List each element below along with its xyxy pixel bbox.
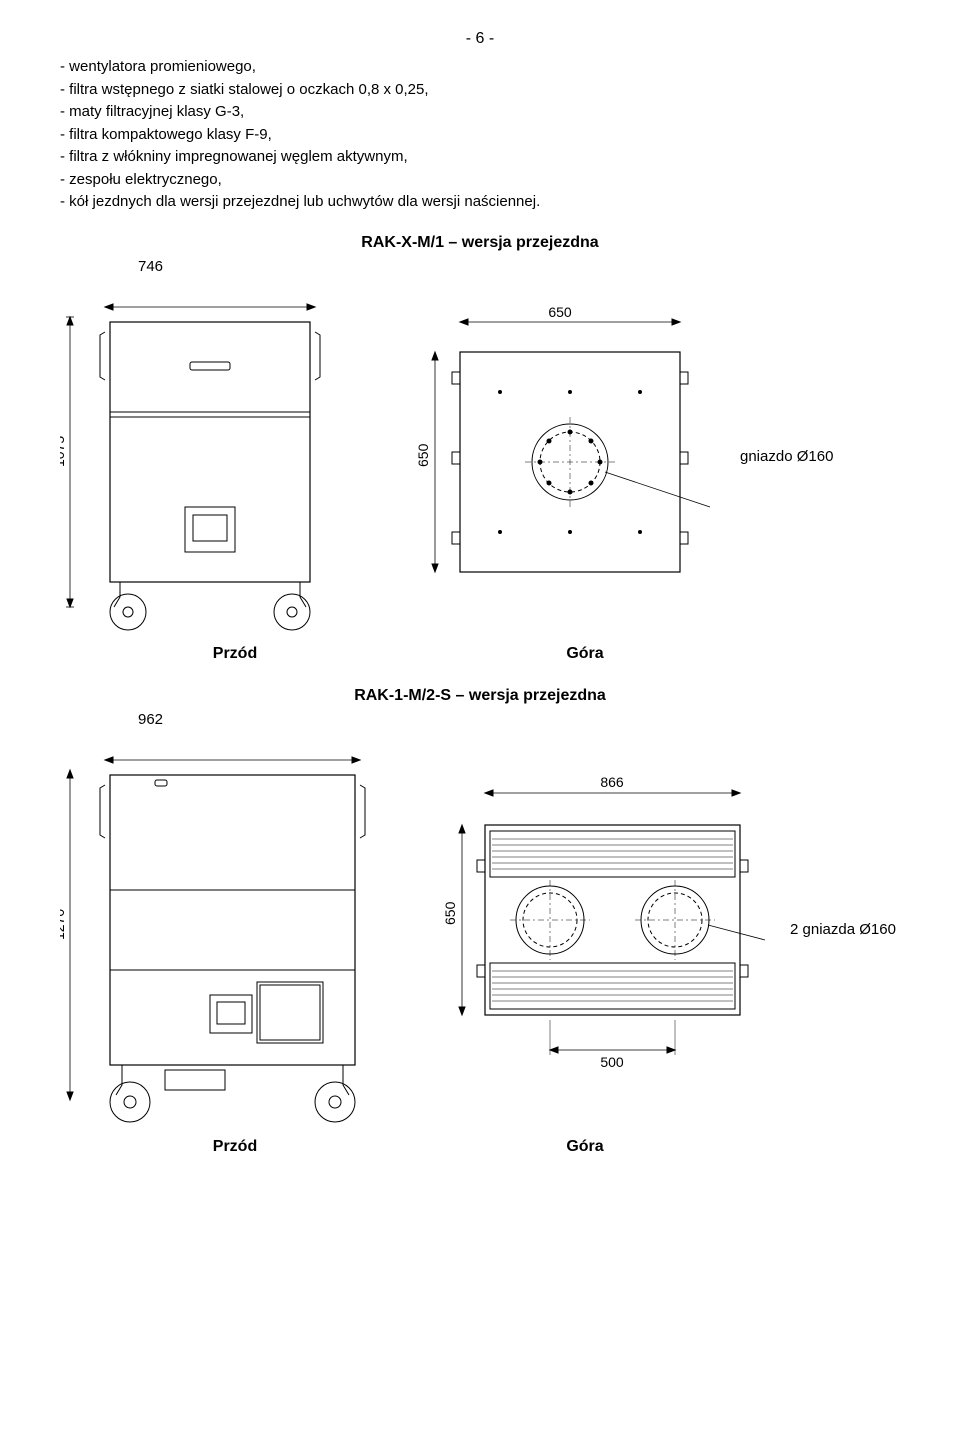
list-item: kół jezdnych dla wersji przejezdnej lub … <box>60 191 900 214</box>
label-front: Przód <box>60 1138 410 1156</box>
diagram2-row: 1270 <box>60 730 900 1130</box>
list-item: wentylatora promieniowego, <box>60 56 900 79</box>
svg-text:650: 650 <box>548 304 572 320</box>
list-item: filtra z włókniny impregnowanej węglem a… <box>60 146 900 169</box>
diagram2-width-dim: 962 <box>138 711 900 728</box>
diagram2-title: RAK-1-M/2-S – wersja przejezdna <box>60 687 900 705</box>
label-top: Góra <box>410 1138 760 1156</box>
diagram2-view-labels: Przód Góra <box>60 1138 900 1156</box>
diagram1-title: RAK-X-M/1 – wersja przejezdna <box>60 234 900 252</box>
diagram1-row: 1075 <box>60 277 900 637</box>
list-item: maty filtracyjnej klasy G-3, <box>60 101 900 124</box>
label-front: Przód <box>60 645 410 663</box>
svg-text:866: 866 <box>600 774 624 790</box>
svg-text:1075: 1075 <box>60 435 67 466</box>
list-item: zespołu elektrycznego, <box>60 169 900 192</box>
diagram2-top-view: 866 650 <box>430 765 770 1095</box>
diagram1-annotation: gniazdo Ø160 <box>740 448 833 465</box>
svg-text:500: 500 <box>600 1054 624 1070</box>
diagram2-front-view: 1270 <box>60 730 410 1130</box>
list-item: filtra wstępnego z siatki stalowej o ocz… <box>60 79 900 102</box>
diagram2-annotation: 2 gniazda Ø160 <box>790 921 896 938</box>
svg-text:1270: 1270 <box>60 908 67 939</box>
svg-text:650: 650 <box>415 443 431 467</box>
diagram1-top-view: 650 650 <box>400 297 720 617</box>
diagram1-front-view: 1075 <box>60 277 380 637</box>
page-number: - 6 - <box>60 30 900 48</box>
label-top: Góra <box>410 645 760 663</box>
diagram1-view-labels: Przód Góra <box>60 645 900 663</box>
diagram1-width-dim: 746 <box>138 258 900 275</box>
svg-text:650: 650 <box>442 901 458 925</box>
list-item: filtra kompaktowego klasy F-9, <box>60 124 900 147</box>
bullet-list: wentylatora promieniowego, filtra wstępn… <box>60 56 900 214</box>
